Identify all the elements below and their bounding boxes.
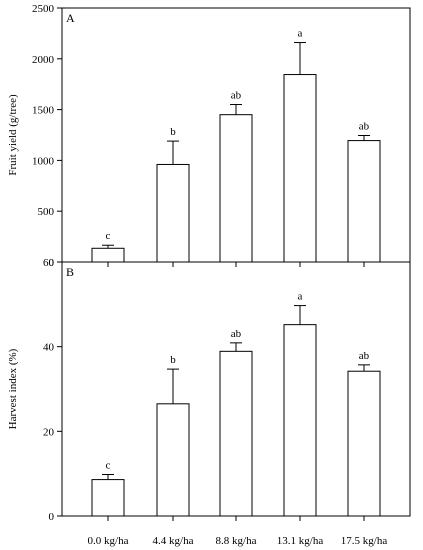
y-axis-title-a: Fruit yield (g/tree)	[7, 94, 19, 176]
y-tick-label-a: 500	[38, 206, 55, 218]
significance-letter-a: ab	[359, 121, 370, 133]
panel-label-b: B	[66, 265, 74, 279]
y-tick-label-b: 60	[43, 257, 55, 269]
bar-b	[91, 479, 125, 517]
significance-letter-b: ab	[359, 350, 370, 362]
bar-a	[347, 140, 381, 263]
significance-letter-b: ab	[231, 328, 242, 340]
panel-label-a: A	[66, 11, 75, 25]
y-tick-label-a: 2500	[32, 3, 55, 15]
bar-a	[219, 114, 253, 263]
significance-letter-a: c	[106, 230, 111, 242]
panel-a-chart: 0 500 1000 1500 2000 2500 Fruit yield (g/tree)…	[7, 3, 411, 269]
bar-a	[156, 163, 190, 263]
bar-a	[91, 247, 125, 263]
bar-a	[283, 74, 317, 263]
significance-letter-b: a	[298, 291, 303, 303]
x-category-label: 8.8 kg/ha	[216, 535, 257, 547]
significance-letter-a: b	[170, 126, 176, 138]
y-tick-label-b: 40	[43, 342, 55, 354]
significance-letter-b: b	[170, 354, 176, 366]
bar-b	[156, 403, 190, 517]
y-tick-label-b: 0	[49, 511, 55, 523]
significance-letter-b: c	[106, 460, 111, 472]
significance-letter-a: ab	[231, 90, 242, 102]
bar-b	[347, 370, 381, 517]
y-tick-label-a: 1500	[32, 105, 55, 117]
y-tick-label-b: 20	[43, 426, 55, 438]
y-tick-label-a: 0	[49, 257, 55, 269]
y-tick-label-a: 1000	[32, 155, 55, 167]
y-tick-label-a: 2000	[32, 54, 55, 66]
bar-b	[219, 350, 253, 517]
x-category-label: 4.4 kg/ha	[153, 535, 194, 547]
panel-b-chart: 0 20 40 60 Harvest index (%) Bc b ab a ab 0.0 kg/h…	[7, 257, 411, 547]
x-category-label: 13.1 kg/ha	[277, 535, 324, 547]
y-axis-title-b: Harvest index (%)	[7, 348, 19, 429]
x-category-label: 17.5 kg/ha	[341, 535, 388, 547]
x-category-label: 0.0 kg/ha	[88, 535, 129, 547]
bar-b	[283, 324, 317, 517]
significance-letter-a: a	[298, 28, 303, 40]
